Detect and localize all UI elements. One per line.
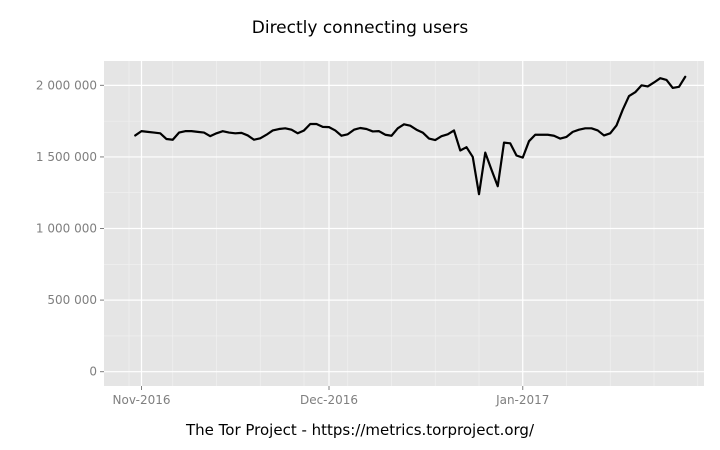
x-tick-label: Nov-2016	[113, 393, 171, 407]
y-axis-tick-labels: 0 500 000 1 000 000 1 500 000 2 000 000	[36, 78, 97, 378]
series-line	[134, 75, 687, 196]
x-tick-label: Jan-2017	[495, 393, 549, 407]
series-layer	[134, 75, 687, 196]
y-tick-label: 1 000 000	[36, 222, 97, 236]
chart-caption: The Tor Project - https://metrics.torpro…	[185, 421, 535, 439]
major-gridlines	[104, 61, 704, 386]
axis-ticks	[100, 84, 524, 390]
y-tick-label: 0	[89, 365, 97, 379]
y-tick-label: 500 000	[47, 293, 97, 307]
y-tick-label: 1 500 000	[36, 150, 97, 164]
x-tick-label: Dec-2016	[300, 393, 358, 407]
x-axis-tick-labels: Nov-2016 Dec-2016 Jan-2017	[113, 393, 550, 407]
plot-background	[104, 61, 704, 386]
y-tick-label: 2 000 000	[36, 78, 97, 92]
chart-title: Directly connecting users	[251, 18, 469, 38]
